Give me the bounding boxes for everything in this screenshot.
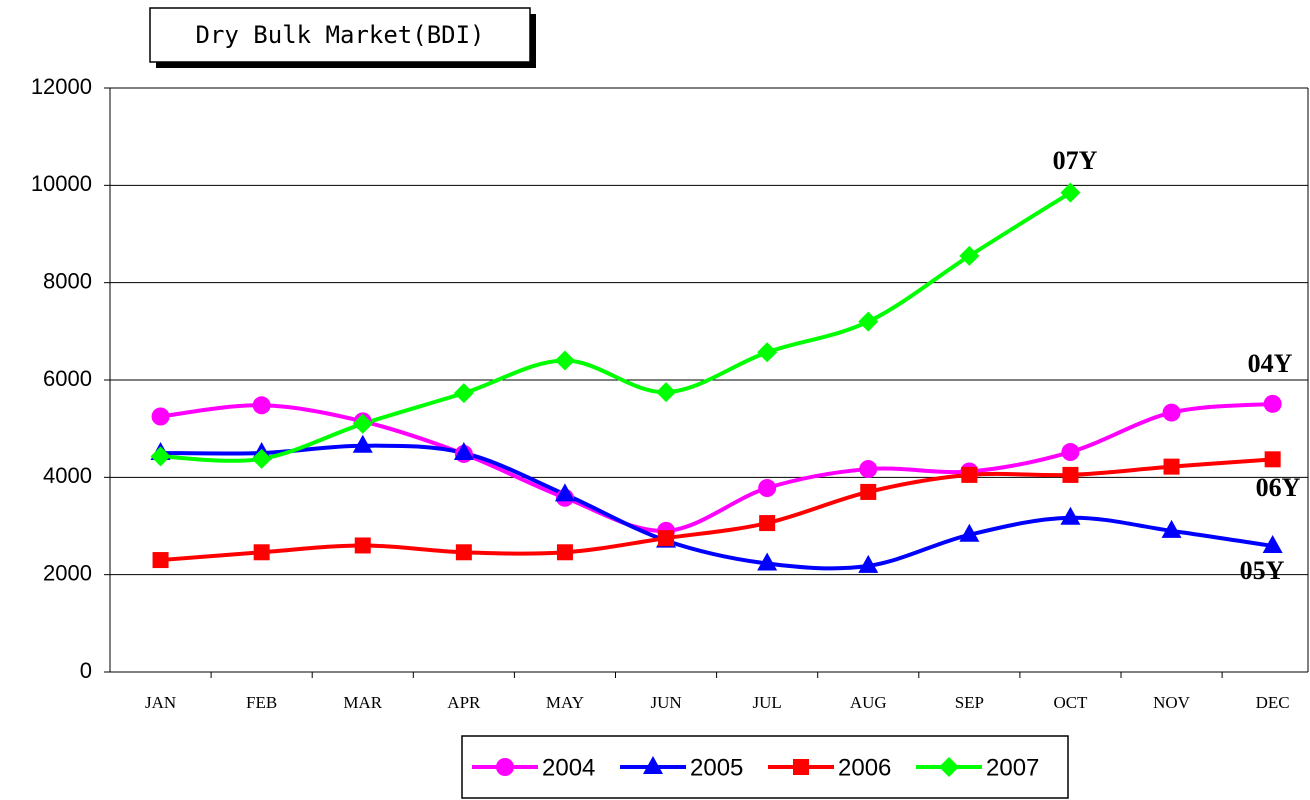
x-tick-label: MAY [546,693,584,712]
marker [1162,403,1181,422]
marker [352,413,373,434]
marker [1161,519,1182,538]
legend-label: 2005 [690,754,743,781]
series-line [160,457,1273,563]
x-tick-label: FEB [246,693,277,712]
annotation: 04Y [1248,349,1293,378]
title-box [149,7,531,63]
marker [860,483,877,500]
marker [354,537,371,554]
x-tick-label: JUN [650,693,681,712]
marker [453,383,474,404]
x-tick-label: APR [447,693,481,712]
series-line [160,190,1072,463]
annotation: 06Y [1256,473,1301,502]
x-tick-label: SEP [955,693,984,712]
y-tick-label: 10000 [31,171,92,196]
marker [859,460,878,479]
marker [253,544,270,561]
x-tick-label: NOV [1153,693,1191,712]
y-tick-label: 12000 [31,74,92,99]
marker [496,758,514,776]
marker [858,554,879,573]
x-tick-label: JAN [145,693,176,712]
marker [758,479,777,498]
x-tick-label: AUG [850,693,887,712]
marker [961,466,978,483]
marker [251,448,272,469]
y-tick-label: 6000 [43,366,92,391]
series-line [160,401,1273,533]
marker [252,396,271,415]
marker [1262,534,1283,553]
legend-label: 2006 [838,754,891,781]
annotation: 07Y [1053,146,1098,175]
legend-label: 2004 [542,754,595,781]
series-line [160,443,1273,571]
marker [759,515,776,532]
marker [793,759,809,775]
marker [556,544,573,561]
chart-title: Dry Bulk Market(BDI) [196,21,485,49]
y-tick-label: 8000 [43,268,92,293]
y-tick-label: 0 [80,658,92,683]
marker [453,442,474,460]
x-tick-label: OCT [1053,693,1088,712]
marker [757,552,778,571]
marker [150,446,171,467]
x-tick-label: DEC [1256,693,1290,712]
marker [1060,182,1081,203]
marker [1062,466,1079,483]
marker [1060,506,1081,525]
marker [1061,443,1080,462]
marker [656,382,677,403]
marker [959,523,980,542]
marker [151,407,170,426]
marker [1163,458,1180,475]
marker [959,245,980,266]
marker [554,483,575,502]
annotation: 05Y [1240,556,1285,585]
marker [757,342,778,363]
marker [1264,451,1281,468]
marker [554,350,575,371]
marker [352,434,373,453]
marker [455,544,472,561]
marker [939,757,959,777]
marker [643,756,663,774]
x-tick-label: MAR [343,693,382,712]
legend-label: 2007 [986,754,1039,781]
x-tick-label: JUL [753,693,782,712]
marker [658,530,675,547]
marker [858,311,879,332]
marker [1263,394,1282,413]
y-tick-label: 4000 [43,463,92,488]
y-tick-label: 2000 [43,560,92,585]
marker [152,552,169,569]
